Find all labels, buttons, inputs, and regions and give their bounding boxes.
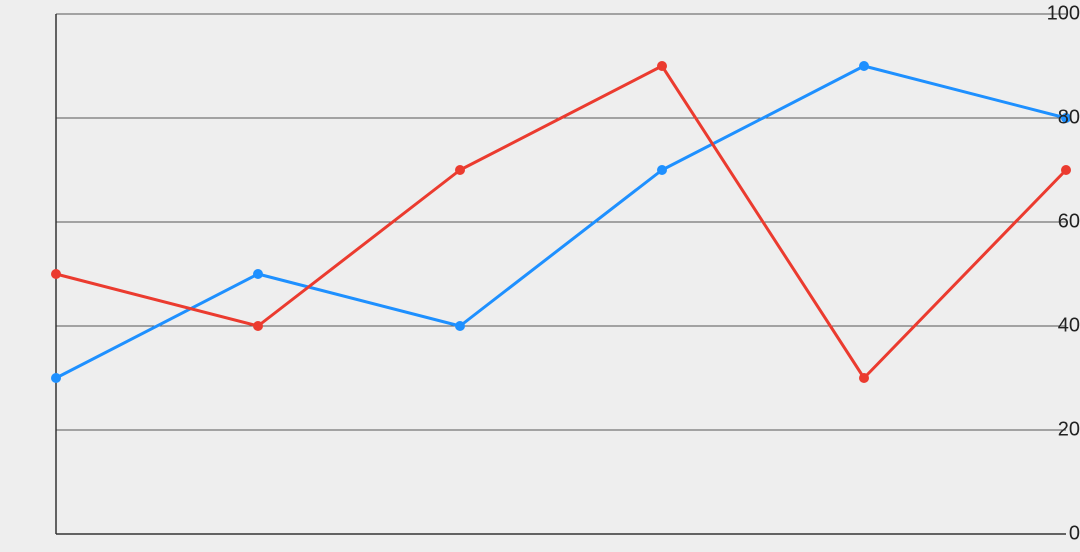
line-chart: 0 20 40 60 80 100 [0, 0, 1080, 552]
y-tick-label: 40 [1032, 315, 1080, 338]
y-tick-label: 20 [1032, 419, 1080, 442]
chart-canvas [0, 0, 1080, 552]
series-marker-series_red [455, 165, 465, 175]
y-tick-label: 60 [1032, 211, 1080, 234]
series-marker-series_blue [657, 165, 667, 175]
y-tick-label: 0 [1032, 523, 1080, 546]
series-marker-series_red [253, 321, 263, 331]
series-marker-series_red [657, 61, 667, 71]
series-marker-series_blue [455, 321, 465, 331]
series-marker-series_red [859, 373, 869, 383]
series-marker-series_blue [51, 373, 61, 383]
series-marker-series_red [51, 269, 61, 279]
series-marker-series_blue [253, 269, 263, 279]
y-tick-label: 100 [1032, 3, 1080, 26]
y-tick-label: 80 [1032, 107, 1080, 130]
series-marker-series_red [1061, 165, 1071, 175]
series-marker-series_blue [859, 61, 869, 71]
